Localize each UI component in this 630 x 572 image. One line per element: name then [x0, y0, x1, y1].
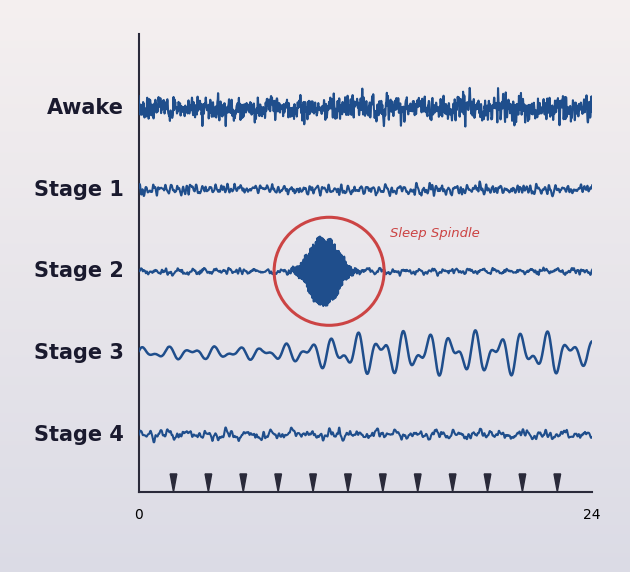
Text: Awake: Awake	[47, 98, 123, 118]
Polygon shape	[205, 474, 212, 492]
Polygon shape	[275, 474, 282, 492]
Polygon shape	[379, 474, 386, 492]
Polygon shape	[449, 474, 456, 492]
Polygon shape	[554, 474, 561, 492]
Polygon shape	[240, 474, 246, 492]
Text: Stage 4: Stage 4	[33, 425, 123, 444]
Polygon shape	[484, 474, 491, 492]
Polygon shape	[170, 474, 177, 492]
Polygon shape	[415, 474, 421, 492]
Text: Stage 2: Stage 2	[33, 261, 123, 281]
Text: Stage 3: Stage 3	[33, 343, 123, 363]
Polygon shape	[310, 474, 316, 492]
Polygon shape	[519, 474, 525, 492]
Text: Sleep Spindle: Sleep Spindle	[390, 227, 479, 240]
Text: Stage 1: Stage 1	[33, 180, 123, 200]
Polygon shape	[345, 474, 352, 492]
